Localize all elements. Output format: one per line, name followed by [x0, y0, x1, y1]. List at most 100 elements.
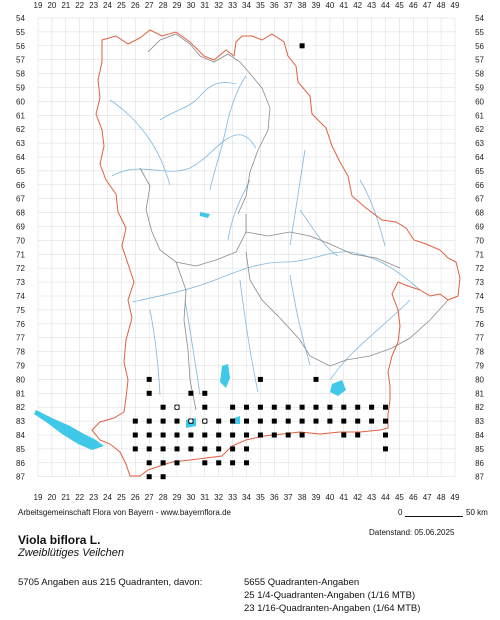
tick-label: 31 — [200, 1, 209, 10]
tick-label: 83 — [16, 417, 25, 426]
tick-label: 37 — [284, 1, 293, 10]
occurrence-marker — [160, 446, 166, 452]
occurrence-marker — [244, 404, 249, 410]
tick-label: 76 — [475, 320, 484, 329]
tick-label: 87 — [16, 473, 25, 482]
occurrence-marker — [230, 432, 236, 438]
tick-label: 35 — [256, 1, 265, 10]
lakes — [34, 212, 346, 450]
tick-label: 55 — [16, 28, 25, 37]
tick-label: 77 — [16, 334, 25, 343]
river-main — [111, 134, 257, 177]
tick-label: 37 — [284, 493, 293, 502]
tick-label: 68 — [16, 209, 25, 218]
tick-label: 29 — [173, 1, 182, 10]
tick-label: 47 — [423, 493, 432, 502]
tick-label: 33 — [228, 1, 237, 10]
tick-label: 85 — [16, 445, 25, 454]
species-common-name: Zweiblütiges Veilchen — [18, 547, 124, 559]
tick-label: 86 — [475, 459, 484, 468]
occurrence-marker — [244, 432, 249, 438]
tick-label: 45 — [395, 493, 404, 502]
tick-label: 67 — [475, 195, 484, 204]
tick-label: 30 — [186, 1, 195, 10]
occurrence-marker — [257, 376, 263, 382]
species-latin-name: Viola biflora L. — [18, 533, 101, 547]
occurrence-marker — [146, 376, 152, 382]
tick-label: 32 — [214, 493, 223, 502]
district-borders — [139, 33, 449, 411]
tick-label: 40 — [325, 493, 334, 502]
tick-label: 32 — [214, 1, 223, 10]
tick-label: 59 — [475, 84, 484, 93]
tick-label: 62 — [16, 125, 25, 134]
river-south-c — [289, 274, 311, 366]
occurrence-marker — [341, 404, 347, 410]
tick-label: 20 — [47, 1, 56, 10]
occurrence-marker — [257, 418, 263, 424]
scale-zero-label: 0 — [398, 508, 403, 517]
credit-text: Arbeitsgemeinschaft Flora von Bayern - w… — [18, 508, 231, 517]
tick-label: 36 — [270, 493, 279, 502]
occurrence-marker — [216, 446, 222, 452]
tick-label: 30 — [186, 493, 195, 502]
rivers — [109, 75, 421, 396]
tick-label: 86 — [16, 459, 25, 468]
occurrence-marker — [202, 404, 208, 410]
tick-label: 60 — [475, 97, 484, 106]
occurrence-marker — [383, 432, 388, 438]
tick-label: 87 — [475, 473, 484, 482]
open-occurrence-marker — [188, 418, 194, 424]
tick-label: 79 — [16, 362, 25, 371]
tick-label: 36 — [270, 1, 279, 10]
tick-label: 77 — [475, 334, 484, 343]
occurrence-marker — [257, 432, 263, 438]
open-occurrence-markers — [174, 404, 208, 424]
occurrence-marker — [202, 446, 208, 452]
tick-label: 66 — [16, 181, 25, 190]
tick-label: 41 — [339, 1, 348, 10]
tick-label: 39 — [312, 1, 321, 10]
occurrence-marker — [146, 418, 152, 424]
tick-label: 72 — [16, 264, 25, 273]
tick-label: 74 — [475, 292, 484, 301]
occurrence-marker — [355, 432, 361, 438]
river-south-d — [149, 309, 161, 396]
tick-label: 38 — [298, 493, 307, 502]
tick-label: 35 — [256, 493, 265, 502]
occurrence-marker — [216, 460, 222, 466]
records-summary: 5705 Angaben aus 215 Quadranten, davon: — [18, 577, 203, 588]
occurrence-marker — [160, 460, 166, 466]
occurrence-marker — [285, 432, 291, 438]
occurrence-marker — [383, 446, 388, 452]
occurrence-marker — [230, 418, 236, 424]
tick-label: 84 — [475, 431, 484, 440]
tick-label: 78 — [475, 348, 484, 357]
occurrence-marker — [132, 432, 138, 438]
occurrence-marker — [313, 418, 319, 424]
border-upper-franconia — [147, 33, 271, 215]
occurrence-marker — [244, 418, 249, 424]
tick-label: 28 — [159, 1, 168, 10]
tick-label: 82 — [16, 403, 25, 412]
occurrence-marker — [202, 390, 208, 396]
tick-label: 54 — [16, 14, 25, 23]
occurrence-marker — [327, 418, 333, 424]
lake-ammersee — [220, 364, 230, 388]
river-north-a — [209, 75, 247, 191]
river-naab — [289, 149, 306, 246]
tick-label: 58 — [475, 70, 484, 79]
occurrence-marker — [230, 460, 236, 466]
lake-small-3 — [234, 416, 240, 424]
occurrence-marker — [369, 418, 375, 424]
occurrence-marker — [327, 404, 333, 410]
occurrence-marker — [132, 446, 138, 452]
occurrence-marker — [271, 404, 277, 410]
tick-label: 79 — [475, 362, 484, 371]
occurrence-marker — [230, 404, 236, 410]
occurrence-marker — [188, 432, 194, 438]
tick-label: 66 — [475, 181, 484, 190]
tick-label: 54 — [475, 14, 484, 23]
tick-label: 39 — [312, 493, 321, 502]
occurrence-marker — [188, 446, 194, 452]
